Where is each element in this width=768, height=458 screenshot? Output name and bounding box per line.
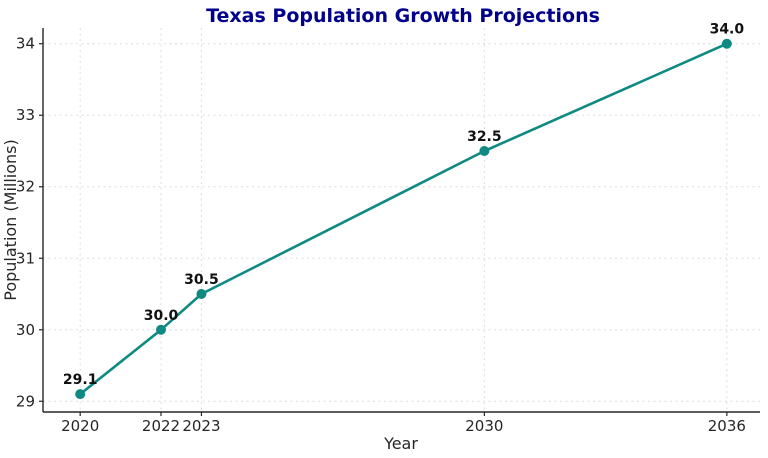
data-point-labels: 29.1 30.0 30.5 32.5 34.0 [63,22,744,388]
x-tick-label: 2030 [465,417,503,435]
data-point-marker [75,389,86,400]
tick-marks [39,43,728,416]
data-point-label: 34.0 [710,22,745,38]
x-axis-label: Year [383,434,418,453]
data-point-label: 30.0 [144,308,179,324]
data-markers [75,38,732,400]
x-tick-labels: 2020 2022 2023 2030 2036 [61,417,746,435]
population-series [78,42,729,396]
y-tick-label: 32 [16,178,35,196]
x-tick-label: 2036 [708,417,746,435]
y-axis-label: Population (Millions) [1,139,20,300]
y-tick-label: 31 [16,249,35,267]
x-tick-label: 2022 [142,417,180,435]
data-point-label: 29.1 [63,372,98,388]
chart-title: Texas Population Growth Projections [206,5,600,27]
data-point-marker [479,145,490,156]
data-point-label: 32.5 [467,129,502,145]
data-point-marker [196,289,207,300]
y-tick-labels: 29 30 31 32 33 34 [16,35,35,411]
data-point-label: 30.5 [184,272,219,288]
data-point-marker [156,324,167,335]
x-tick-label: 2020 [61,417,99,435]
x-tick-label: 2023 [182,417,220,435]
y-tick-label: 29 [16,392,35,410]
data-point-marker [721,38,732,49]
series-line [78,42,729,396]
y-tick-label: 30 [16,321,35,339]
axis-spines [42,28,760,413]
y-tick-label: 34 [16,35,35,53]
y-tick-label: 33 [16,106,35,124]
gridlines [43,28,760,412]
